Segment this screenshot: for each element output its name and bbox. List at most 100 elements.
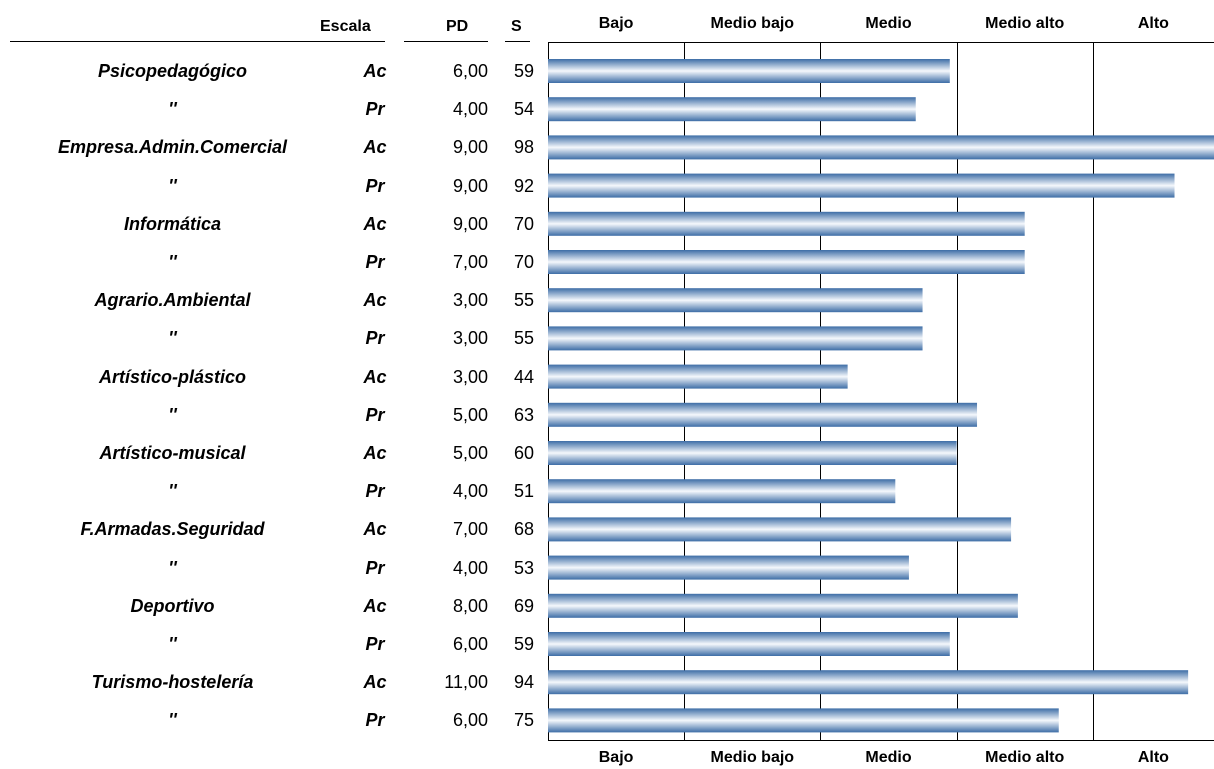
s-value: 54 <box>513 99 534 120</box>
pd-value: 3,00 <box>452 328 488 349</box>
pd-header-underline <box>404 41 488 42</box>
s-value: 63 <box>513 404 534 425</box>
scale-type: Ac <box>363 290 387 311</box>
bar <box>548 211 1025 236</box>
pd-value: 5,00 <box>452 404 488 425</box>
s-header-underline <box>505 41 530 42</box>
pd-value: 6,00 <box>452 634 488 654</box>
scale-type: Pr <box>365 252 385 272</box>
band-label-top: Medio <box>865 15 911 32</box>
pd-value: 9,00 <box>452 175 488 196</box>
bar <box>548 708 1059 733</box>
bar <box>548 173 1175 198</box>
s-value: 70 <box>513 213 534 234</box>
bar <box>548 670 1189 695</box>
scale-name: Psicopedagógico <box>97 61 248 81</box>
scale-type: Ac <box>363 672 387 693</box>
scale-type: Pr <box>365 404 385 425</box>
scale-name: '' <box>168 710 177 731</box>
bar <box>548 593 1018 618</box>
pd-value: 8,00 <box>452 595 488 616</box>
pd-value: 11,00 <box>444 672 488 693</box>
pd-value: 9,00 <box>452 213 488 234</box>
s-header: S <box>511 18 522 35</box>
escala-header: Escala <box>320 18 371 35</box>
bar <box>548 288 923 313</box>
band-label-bottom: Medio bajo <box>711 749 795 766</box>
scale-type: Ac <box>363 61 387 81</box>
pd-value: 4,00 <box>452 557 488 578</box>
band-label-bottom: Medio alto <box>985 749 1064 766</box>
scale-name: Agrario.Ambiental <box>94 290 251 311</box>
s-value: 69 <box>513 595 534 616</box>
scale-type: Pr <box>365 328 385 349</box>
scale-name: '' <box>168 175 177 196</box>
scale-type: Ac <box>363 443 387 463</box>
scale-type: Ac <box>363 595 387 616</box>
s-value: 75 <box>513 710 534 731</box>
bar <box>548 59 950 83</box>
scale-type: Pr <box>365 481 385 502</box>
s-value: 98 <box>513 137 534 158</box>
bar <box>548 135 1214 160</box>
s-value: 92 <box>513 175 534 196</box>
s-value: 70 <box>513 252 534 272</box>
scale-name: '' <box>168 328 177 349</box>
scale-name: Deportivo <box>130 595 215 616</box>
scale-name: '' <box>168 404 177 425</box>
s-value: 60 <box>513 443 534 463</box>
s-value: 94 <box>513 672 534 693</box>
bar <box>548 555 909 580</box>
scale-type: Pr <box>365 634 385 654</box>
scale-type: Pr <box>365 175 385 196</box>
pd-value: 6,00 <box>452 61 488 81</box>
scale-type: Ac <box>363 137 387 158</box>
s-value: 55 <box>513 328 534 349</box>
s-value: 55 <box>513 290 534 311</box>
s-value: 51 <box>513 481 534 502</box>
pd-value: 4,00 <box>452 99 488 120</box>
scale-name: '' <box>168 634 177 654</box>
bar <box>548 517 1012 542</box>
pd-value: 9,00 <box>452 137 488 158</box>
scale-type: Pr <box>365 557 385 578</box>
pd-value: 5,00 <box>452 443 488 463</box>
scale-type: Ac <box>363 213 387 234</box>
scale-name: Informática <box>123 213 222 234</box>
s-value: 59 <box>513 634 534 654</box>
pd-header: PD <box>446 18 469 35</box>
band-label-bottom: Alto <box>1138 749 1169 766</box>
bar <box>548 479 896 504</box>
band-label-bottom: Medio <box>865 749 911 766</box>
scale-name: F.Armadas.Seguridad <box>80 519 265 540</box>
s-value: 44 <box>513 366 534 387</box>
band-label-top: Bajo <box>599 15 634 32</box>
scale-type: Ac <box>363 519 387 540</box>
s-value: 68 <box>513 519 534 540</box>
s-value: 59 <box>513 61 534 81</box>
scale-name: Empresa.Admin.Comercial <box>57 137 288 158</box>
scale-name: Artístico-plástico <box>98 366 247 387</box>
bar <box>548 402 978 427</box>
bar <box>548 441 957 465</box>
scale-name: '' <box>168 252 177 272</box>
escala-header-underline <box>10 41 385 42</box>
band-label-top: Medio alto <box>985 15 1064 32</box>
pd-value: 7,00 <box>452 252 488 272</box>
bar <box>548 97 916 122</box>
scale-name: Turismo-hostelería <box>91 672 254 693</box>
bar <box>548 250 1025 274</box>
scale-name: '' <box>168 99 177 120</box>
scale-type: Ac <box>363 366 387 387</box>
pd-value: 7,00 <box>452 519 488 540</box>
s-value: 53 <box>513 557 534 578</box>
scale-type: Pr <box>365 710 385 731</box>
pd-value: 6,00 <box>452 710 488 731</box>
band-label-top: Alto <box>1138 15 1169 32</box>
bar <box>548 326 923 351</box>
scale-type: Pr <box>365 99 385 120</box>
band-label-bottom: Bajo <box>599 749 634 766</box>
scale-name: '' <box>168 481 177 502</box>
pd-value: 3,00 <box>452 366 488 387</box>
